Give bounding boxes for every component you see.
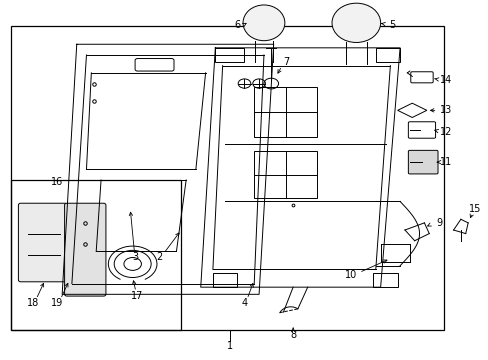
Text: 6: 6 [234,19,240,30]
Text: 2: 2 [156,252,162,262]
Text: 16: 16 [51,177,63,187]
Ellipse shape [331,3,380,42]
Bar [375,48,399,62]
Bar [212,273,237,287]
Bar [254,87,317,137]
Text: 10: 10 [345,270,357,280]
Text: 13: 13 [439,105,451,115]
Text: 8: 8 [289,330,296,341]
Text: 7: 7 [282,57,288,67]
Ellipse shape [243,5,285,41]
FancyBboxPatch shape [407,150,437,174]
Text: 3: 3 [132,252,138,262]
Text: 14: 14 [439,75,451,85]
Bar [372,273,397,287]
Bar [11,26,443,330]
Text: 18: 18 [27,298,39,308]
Bar [215,48,244,62]
Bar [254,152,317,198]
Text: 4: 4 [241,298,247,308]
Text: 15: 15 [468,203,481,213]
Text: 9: 9 [435,218,441,228]
Text: 5: 5 [389,19,395,30]
Text: 12: 12 [439,127,451,137]
Text: 11: 11 [439,157,451,167]
Bar [11,180,181,330]
FancyBboxPatch shape [19,203,67,282]
Text: 17: 17 [131,291,143,301]
FancyBboxPatch shape [64,203,106,296]
Text: 1: 1 [226,341,232,351]
Text: 19: 19 [51,298,63,308]
